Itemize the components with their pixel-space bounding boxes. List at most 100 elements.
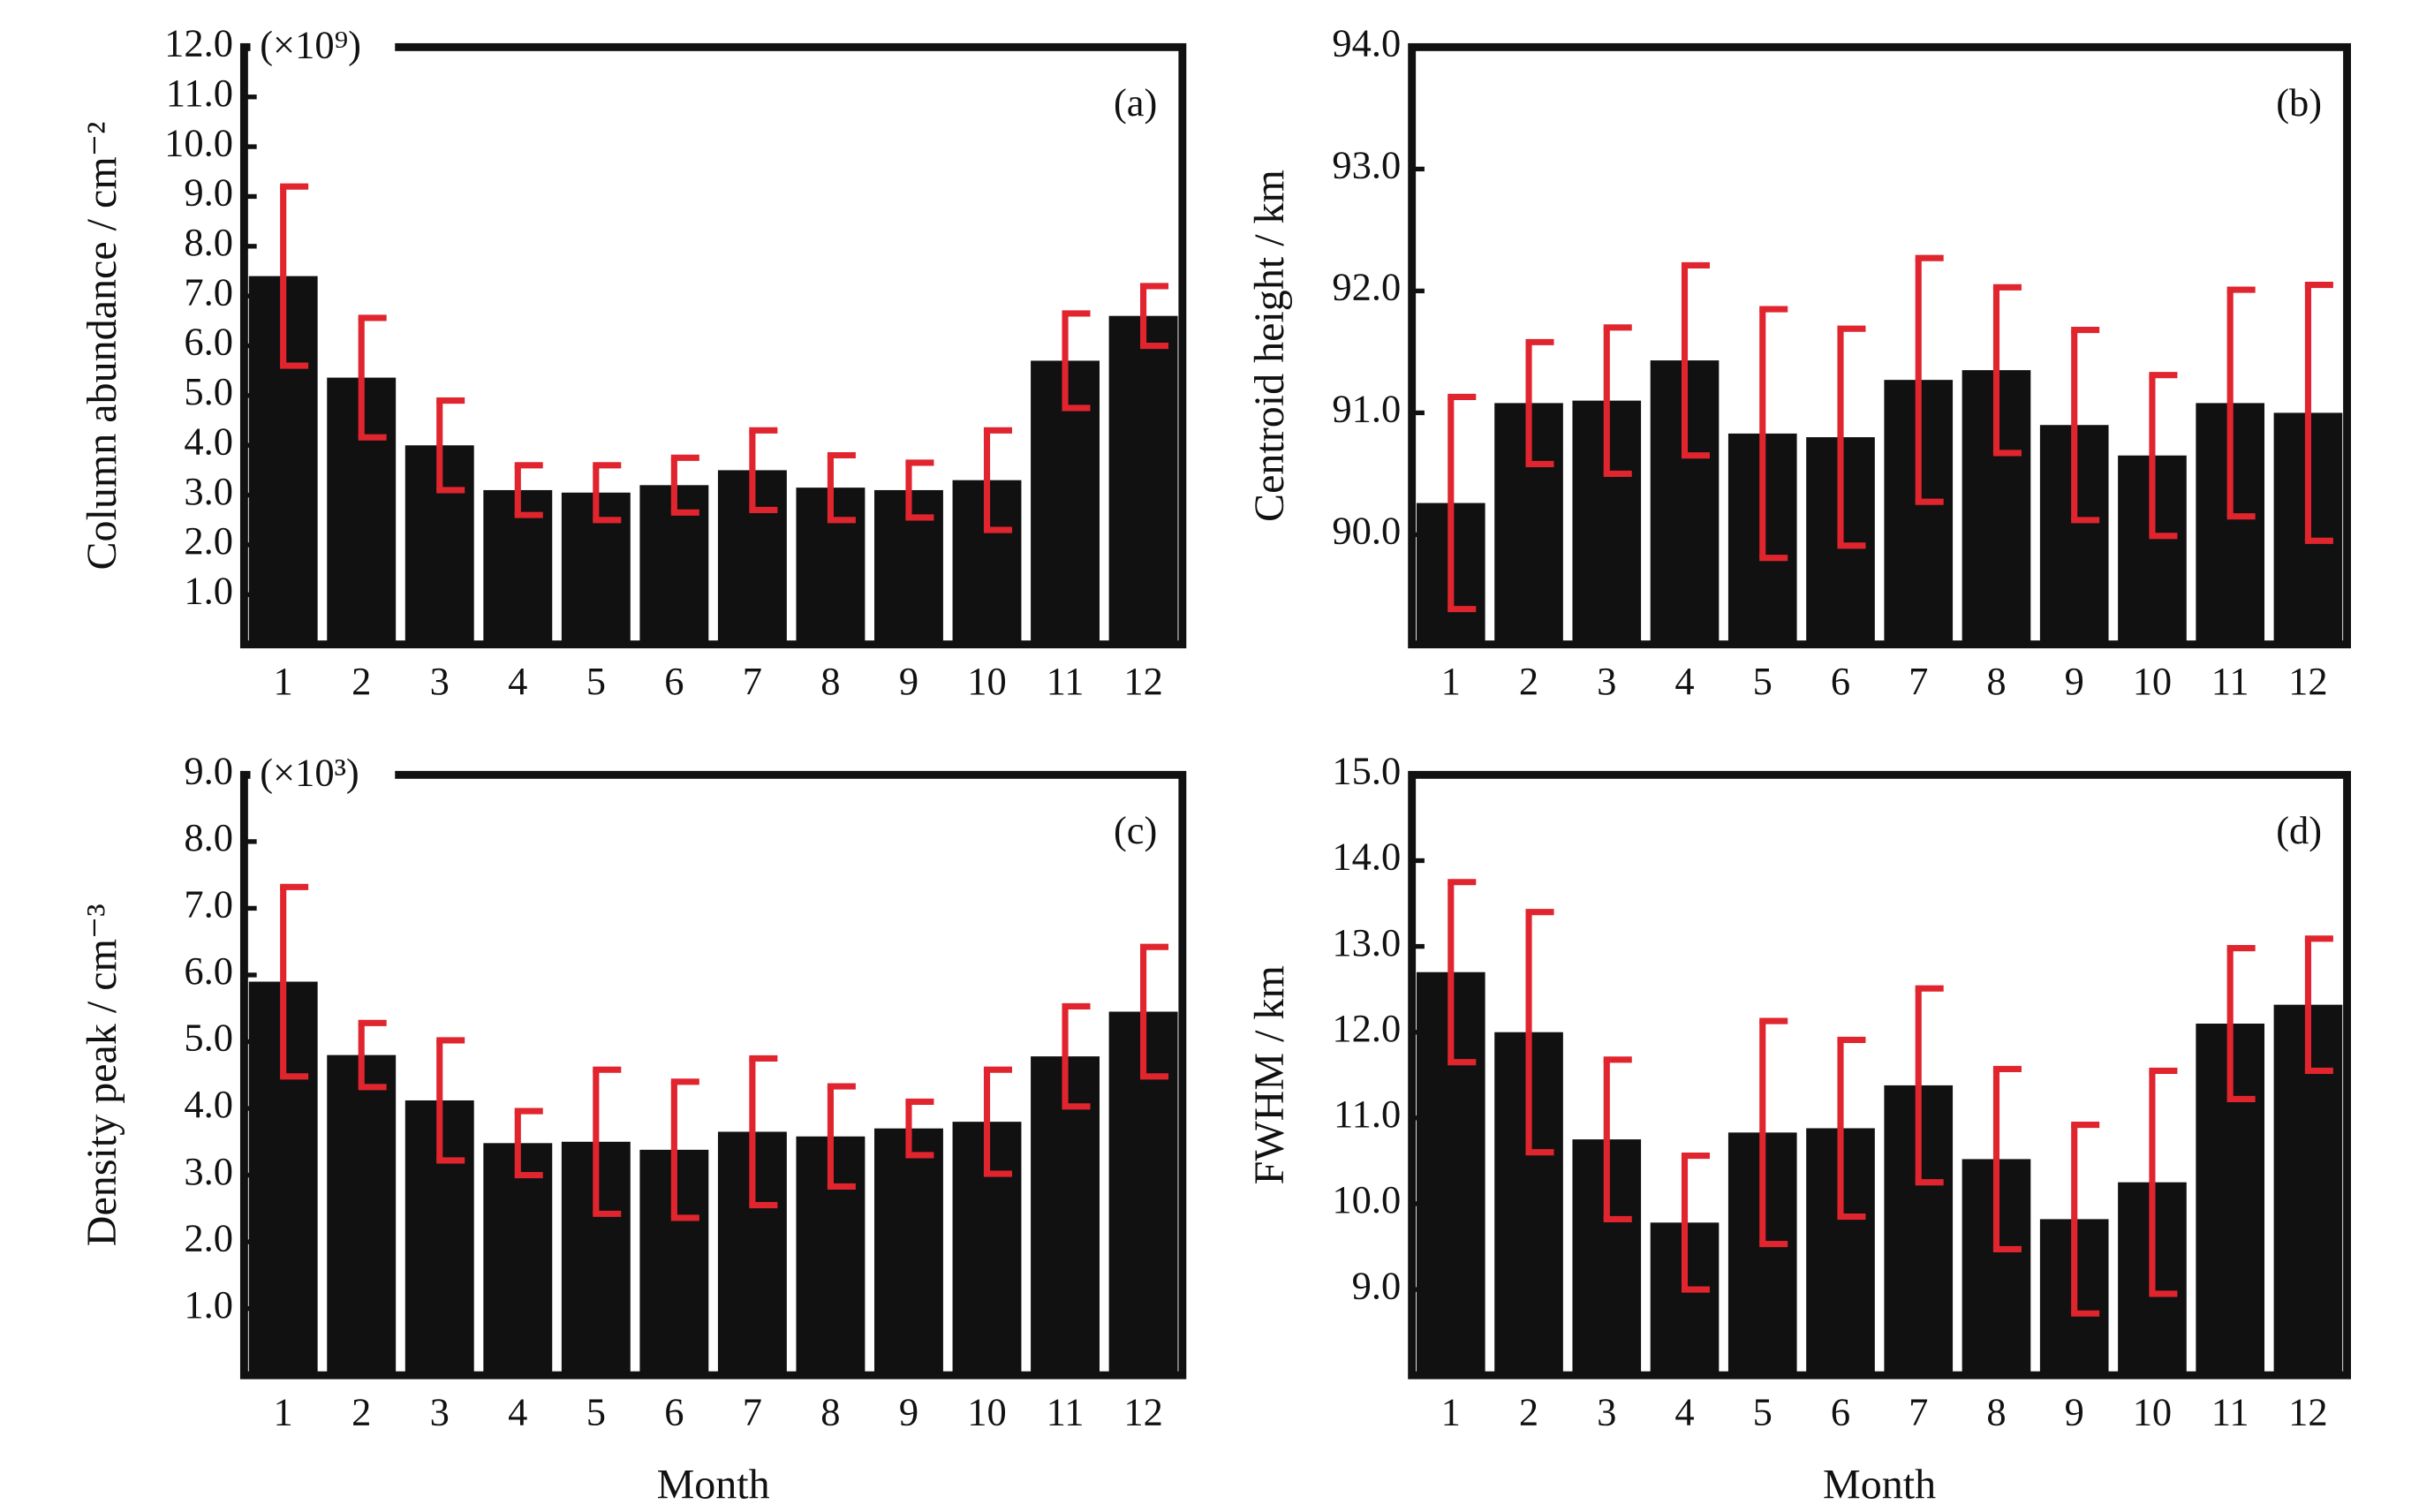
x-tick-label: 8 xyxy=(820,1390,840,1434)
panel-label: (b) xyxy=(2276,80,2322,125)
x-tick-label: 10 xyxy=(967,1390,1006,1434)
y-tick-label: 6.0 xyxy=(184,320,233,364)
x-tick-label: 1 xyxy=(1441,659,1461,703)
x-tick-label: 3 xyxy=(1597,659,1616,703)
x-tick-label: 10 xyxy=(2133,1390,2172,1434)
x-tick-label: 7 xyxy=(1909,659,1928,703)
x-tick-label: 4 xyxy=(1674,659,1694,703)
y-tick-label: 5.0 xyxy=(184,1016,233,1060)
x-tick-label: 2 xyxy=(351,1390,371,1434)
y-tick-label: 93.0 xyxy=(1332,143,1401,187)
x-tick-label: 4 xyxy=(508,659,527,703)
y-tick-label: 8.0 xyxy=(184,220,233,264)
x-tick-label: 5 xyxy=(1753,659,1773,703)
x-tick-label: 12 xyxy=(2288,659,2327,703)
multiplier: (×10³) xyxy=(260,750,359,794)
y-tick-label: 2.0 xyxy=(184,1215,233,1259)
x-tick-label: 12 xyxy=(1123,659,1162,703)
y-tick-label: 1.0 xyxy=(184,1282,233,1327)
x-tick-label: 3 xyxy=(430,659,450,703)
x-tick-label: 11 xyxy=(2211,1390,2249,1434)
plot-frame xyxy=(239,770,1187,1380)
x-tick-label: 8 xyxy=(1986,659,2006,703)
x-tick-label: 9 xyxy=(899,659,918,703)
y-tick-label: 92.0 xyxy=(1332,265,1401,309)
x-tick-label: 9 xyxy=(2065,659,2084,703)
y-tick-label: 4.0 xyxy=(184,419,233,463)
x-tick-label: 8 xyxy=(1986,1390,2006,1434)
bar xyxy=(483,1143,553,1376)
x-tick-label: 2 xyxy=(1519,659,1538,703)
multiplier: (×10⁹) xyxy=(260,22,361,66)
plot-frame xyxy=(1408,770,2351,1380)
x-tick-label: 7 xyxy=(1909,1390,1928,1434)
y-tick-label: 1.0 xyxy=(184,568,233,612)
x-tick-label: 8 xyxy=(820,659,840,703)
y-axis-label: Column abundance / cm⁻² xyxy=(79,122,125,571)
plot-frame xyxy=(1408,42,2351,649)
plot-frame xyxy=(239,42,1187,649)
x-tick-label: 2 xyxy=(351,659,371,703)
x-tick-label: 6 xyxy=(1831,659,1850,703)
y-tick-label: 7.0 xyxy=(184,882,233,926)
x-tick-label: 9 xyxy=(899,1390,918,1434)
y-tick-label: 9.0 xyxy=(184,749,233,793)
x-tick-label: 3 xyxy=(430,1390,450,1434)
multiplier-bg xyxy=(250,749,396,804)
panel-label: (c) xyxy=(1114,808,1157,852)
x-tick-label: 6 xyxy=(664,659,684,703)
y-tick-label: 3.0 xyxy=(184,469,233,513)
x-tick-label: 10 xyxy=(2133,659,2172,703)
x-tick-label: 12 xyxy=(2288,1390,2327,1434)
x-tick-label: 2 xyxy=(1519,1390,1538,1434)
y-tick-label: 4.0 xyxy=(184,1082,233,1126)
y-tick-label: 13.0 xyxy=(1332,920,1401,964)
y-tick-label: 91.0 xyxy=(1332,387,1401,431)
x-tick-label: 1 xyxy=(274,1390,293,1434)
bar xyxy=(874,1128,943,1376)
y-tick-label: 5.0 xyxy=(184,369,233,413)
y-tick-label: 10.0 xyxy=(1332,1177,1401,1221)
panel-label: (d) xyxy=(2276,808,2322,852)
panel-label: (a) xyxy=(1114,80,1157,125)
x-tick-label: 10 xyxy=(967,659,1006,703)
y-tick-label: 14.0 xyxy=(1332,835,1401,879)
x-tick-label: 1 xyxy=(1441,1390,1461,1434)
x-axis-label: Month xyxy=(657,1461,770,1508)
y-tick-label: 11.0 xyxy=(166,71,233,115)
x-tick-label: 4 xyxy=(508,1390,527,1434)
x-tick-label: 7 xyxy=(743,659,762,703)
y-axis-label: FWHM / km xyxy=(1246,965,1293,1184)
x-tick-label: 3 xyxy=(1597,1390,1616,1434)
x-tick-label: 6 xyxy=(664,1390,684,1434)
y-axis-label: Density peak / cm⁻³ xyxy=(79,903,125,1246)
x-tick-label: 6 xyxy=(1831,1390,1850,1434)
x-tick-label: 5 xyxy=(586,1390,606,1434)
y-tick-label: 10.0 xyxy=(164,120,233,164)
x-tick-label: 11 xyxy=(1047,659,1085,703)
y-tick-label: 7.0 xyxy=(184,269,233,314)
bar xyxy=(327,1055,397,1376)
x-tick-label: 11 xyxy=(1047,1390,1085,1434)
y-tick-label: 2.0 xyxy=(184,518,233,563)
x-tick-label: 5 xyxy=(1753,1390,1773,1434)
multiplier-bg xyxy=(250,21,396,76)
x-tick-label: 11 xyxy=(2211,659,2249,703)
x-tick-label: 7 xyxy=(743,1390,762,1434)
x-tick-label: 4 xyxy=(1674,1390,1694,1434)
x-tick-label: 9 xyxy=(2065,1390,2084,1434)
y-tick-label: 90.0 xyxy=(1332,509,1401,553)
y-tick-label: 8.0 xyxy=(184,815,233,859)
y-tick-label: 15.0 xyxy=(1332,749,1401,793)
bar xyxy=(1108,315,1178,645)
x-tick-label: 1 xyxy=(274,659,293,703)
x-tick-label: 5 xyxy=(586,659,606,703)
y-tick-label: 9.0 xyxy=(1352,1263,1402,1307)
x-tick-label: 12 xyxy=(1123,1390,1162,1434)
y-tick-label: 94.0 xyxy=(1332,21,1401,65)
y-tick-label: 11.0 xyxy=(1334,1092,1401,1136)
y-tick-label: 3.0 xyxy=(184,1149,233,1193)
y-tick-label: 12.0 xyxy=(1332,1006,1401,1050)
x-axis-label: Month xyxy=(1823,1461,1936,1508)
